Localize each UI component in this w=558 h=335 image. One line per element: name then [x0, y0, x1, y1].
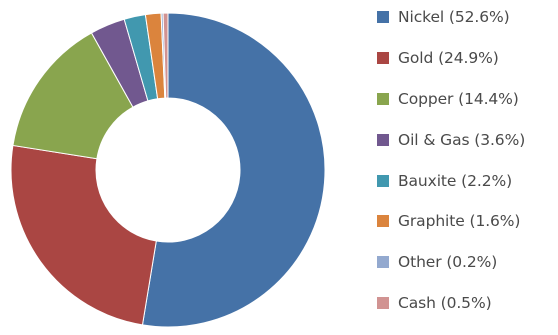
legend-label: Other (0.2%): [398, 253, 498, 272]
slice-1[interactable]: [10, 144, 157, 326]
legend-item-3[interactable]: Oil & Gas (3.6%): [377, 131, 525, 149]
chart-legend: Nickel (52.6%) Gold (24.9%) Copper (14.4%)…: [377, 8, 525, 335]
legend-swatch: [377, 215, 389, 228]
legend-swatch: [377, 297, 389, 310]
legend-label: Nickel (52.6%): [398, 8, 510, 26]
legend-item-1[interactable]: Gold (24.9%): [377, 49, 525, 67]
legend-swatch: [377, 11, 389, 23]
legend-swatch: [377, 133, 389, 146]
legend-swatch: [377, 92, 389, 105]
legend-label: Bauxite (2.2%): [398, 171, 513, 190]
slice-7[interactable]: [162, 12, 169, 99]
legend-item-5[interactable]: Graphite (1.6%): [377, 212, 525, 230]
slice-0[interactable]: [141, 12, 326, 327]
legend-label: Oil & Gas (3.6%): [398, 130, 526, 149]
legend-label: Cash (0.5%): [398, 294, 492, 313]
legend-item-2[interactable]: Copper (14.4%): [377, 90, 525, 108]
legend-item-4[interactable]: Bauxite (2.2%): [377, 172, 525, 190]
legend-swatch: [377, 51, 389, 64]
legend-item-7[interactable]: Cash (0.5%): [377, 294, 525, 312]
legend-item-0[interactable]: Nickel (52.6%): [377, 8, 525, 26]
donut-chart: [10, 12, 326, 327]
donut-slices: [10, 12, 326, 327]
legend-label: Graphite (1.6%): [398, 212, 521, 231]
legend-item-6[interactable]: Other (0.2%): [377, 253, 525, 271]
legend-swatch: [377, 256, 389, 269]
legend-swatch: [377, 174, 389, 187]
legend-label: Gold (24.9%): [398, 48, 499, 67]
legend-label: Copper (14.4%): [398, 89, 519, 108]
